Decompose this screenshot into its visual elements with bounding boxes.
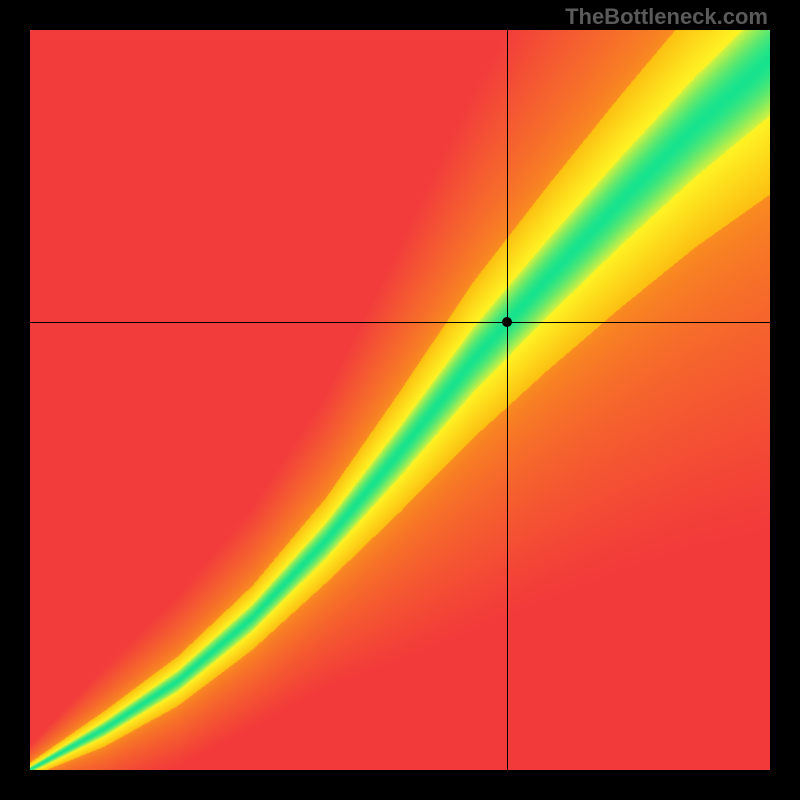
heatmap-plot (30, 30, 770, 770)
crosshair-vertical (507, 30, 508, 770)
watermark-text: TheBottleneck.com (565, 4, 768, 30)
crosshair-marker (502, 317, 512, 327)
heatmap-canvas (30, 30, 770, 770)
crosshair-horizontal (30, 322, 770, 323)
